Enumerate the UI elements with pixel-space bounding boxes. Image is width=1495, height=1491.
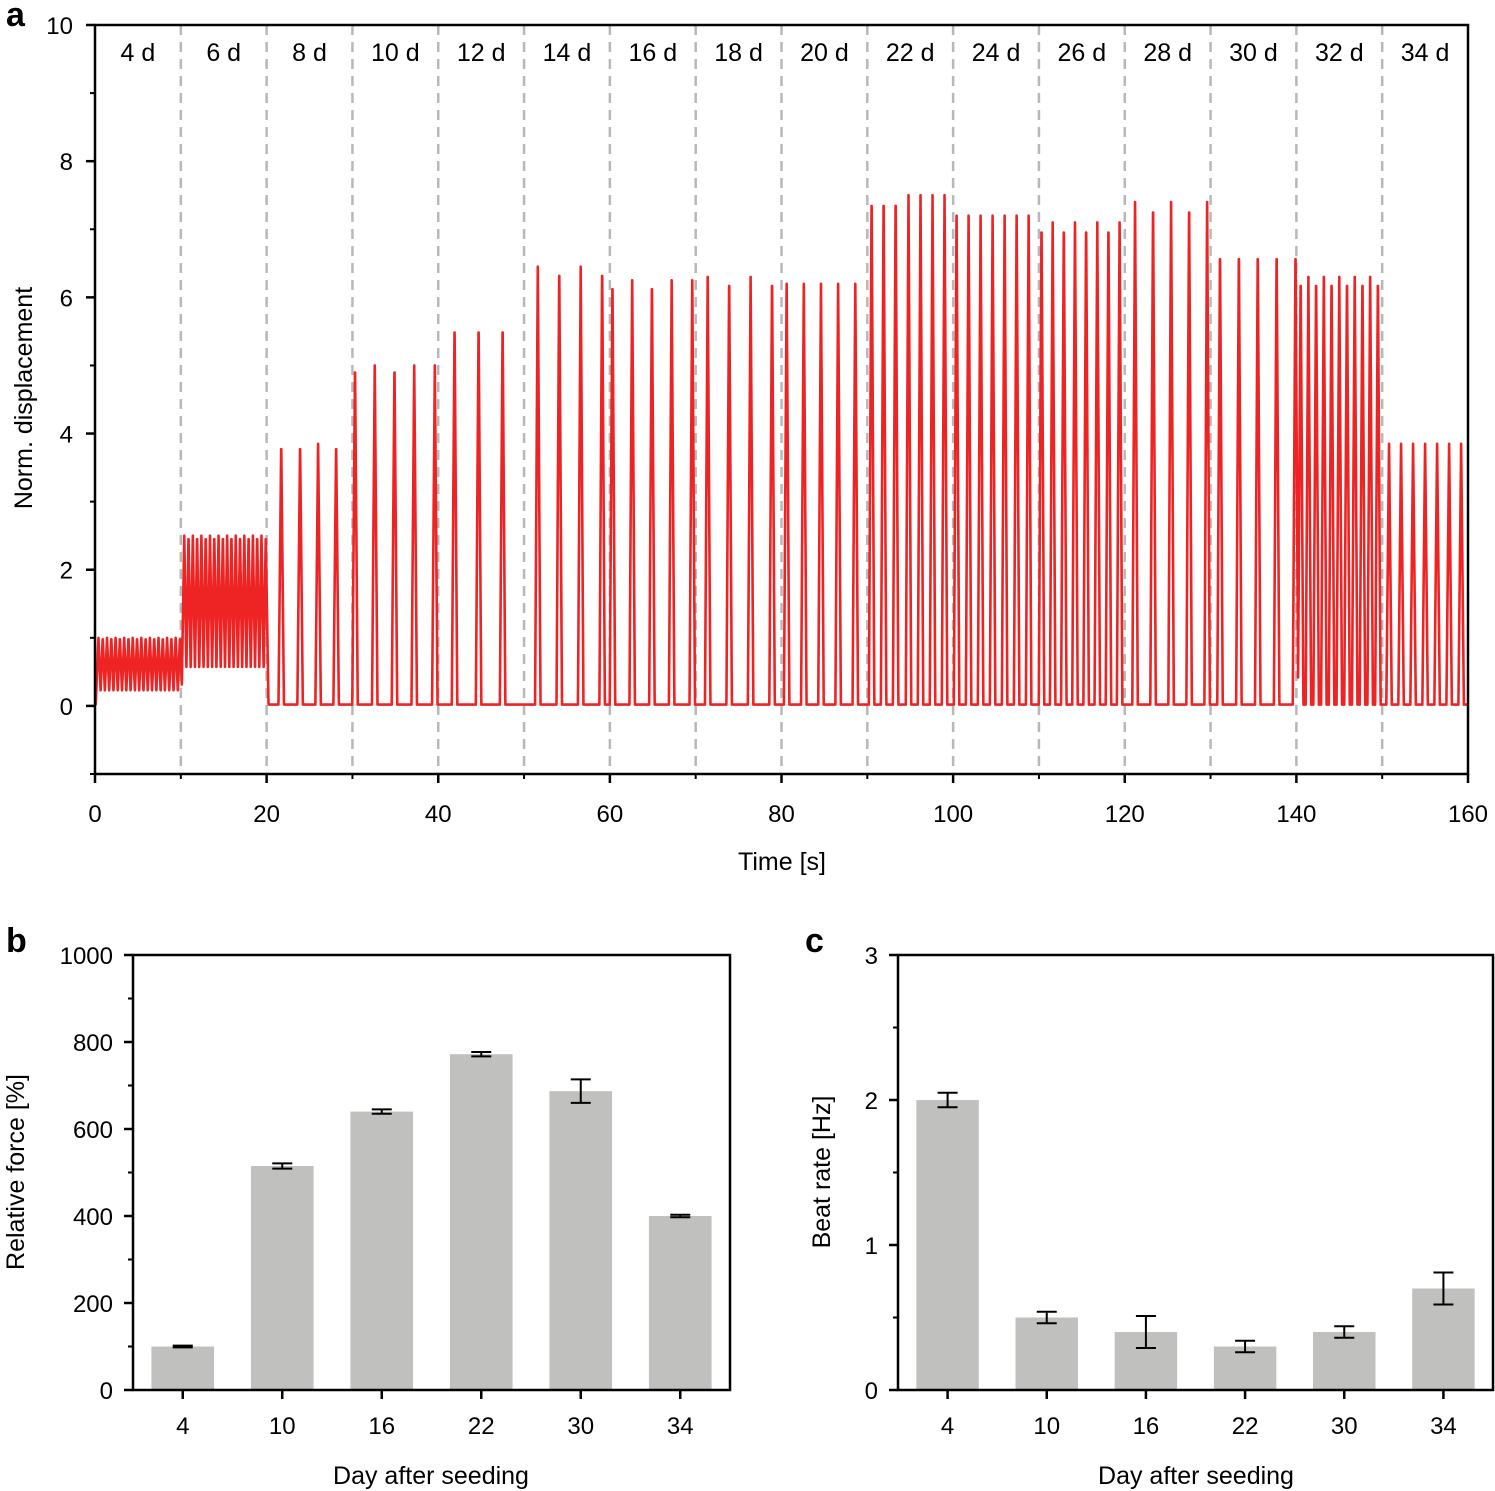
x-tick-label: 160 <box>1448 801 1488 828</box>
day-label: 24 d <box>972 39 1021 67</box>
x-tick-label: 34 <box>667 1413 694 1440</box>
x-tick-label: 120 <box>1105 801 1145 828</box>
x-tick-label: 30 <box>567 1413 594 1440</box>
panel-b-relative-force: 4 10 16 22 30 34 0 200 400 600 800 1000 Day after s… <box>2 943 732 1490</box>
day-label: 6 d <box>206 39 241 67</box>
bar-16 <box>350 1111 414 1390</box>
x-tick-label: 22 <box>468 1413 495 1440</box>
panel-b-axes: 4 10 16 22 30 34 0 200 400 600 800 1000 <box>60 943 732 1440</box>
panel-letter-a: a <box>6 0 26 34</box>
bar-30 <box>549 1091 613 1390</box>
day-label: 30 d <box>1229 39 1278 67</box>
panel-c-beat-rate: 4 10 16 22 30 34 0 1 2 3 Day after seeding Beat r… <box>808 943 1495 1490</box>
y-tick-label: 1000 <box>60 943 113 970</box>
day-label: 14 d <box>543 39 592 67</box>
x-tick-label: 60 <box>597 801 624 828</box>
panel-frame <box>131 953 732 1392</box>
panel-a-x-axis-label: Time [s] <box>738 848 826 876</box>
panel-c-bars <box>916 1091 1475 1390</box>
x-tick-label: 100 <box>933 801 973 828</box>
day-label: 10 d <box>371 39 420 67</box>
y-tick-label: 4 <box>60 422 73 449</box>
day-label: 18 d <box>714 39 763 67</box>
x-tick-label: 40 <box>425 801 452 828</box>
x-tick-label: 10 <box>1033 1413 1060 1440</box>
panel-b-y-axis-label: Relative force [%] <box>2 1074 30 1270</box>
bar-34 <box>648 1216 712 1390</box>
x-tick-label: 34 <box>1430 1413 1457 1440</box>
day-label: 22 d <box>886 39 935 67</box>
panel-c-y-axis-label: Beat rate [Hz] <box>808 1096 836 1249</box>
y-tick-label: 0 <box>60 694 73 721</box>
bar-30 <box>1313 1332 1376 1390</box>
panel-a-y-axis-label: Norm. displacement <box>10 287 38 509</box>
bar-22 <box>1213 1346 1277 1390</box>
y-tick-label: 2 <box>865 1088 878 1115</box>
day-label: 20 d <box>800 39 849 67</box>
y-tick-label: 200 <box>73 1291 113 1318</box>
panel-b-bars <box>151 1051 712 1390</box>
y-tick-label: 3 <box>865 943 878 970</box>
panel-c-axes: 4 10 16 22 30 34 0 1 2 3 <box>865 943 1495 1440</box>
panel-b-x-axis-label: Day after seeding <box>333 1462 529 1490</box>
day-label: 16 d <box>628 39 677 67</box>
x-tick-label: 10 <box>269 1413 296 1440</box>
day-label: 8 d <box>292 39 327 67</box>
y-tick-label: 1 <box>865 1233 878 1260</box>
y-tick-label: 8 <box>60 149 73 176</box>
displacement-trace <box>93 193 1470 706</box>
x-tick-label: 140 <box>1276 801 1316 828</box>
day-label: 12 d <box>457 39 506 67</box>
x-tick-label: 16 <box>368 1413 395 1440</box>
x-tick-label: 30 <box>1331 1413 1358 1440</box>
bar-4 <box>916 1100 979 1390</box>
panel-frame <box>896 953 1495 1392</box>
panel-letter-b: b <box>6 922 27 960</box>
day-label: 26 d <box>1058 39 1107 67</box>
y-tick-label: 2 <box>60 558 73 585</box>
x-tick-label: 16 <box>1133 1413 1160 1440</box>
bar-10 <box>1015 1317 1078 1390</box>
x-tick-label: 80 <box>768 801 795 828</box>
day-label: 28 d <box>1143 39 1192 67</box>
panel-c-x-axis-label: Day after seeding <box>1098 1462 1294 1490</box>
x-tick-label: 4 <box>941 1413 954 1440</box>
y-tick-label: 0 <box>865 1378 878 1405</box>
panel-a-time-trace: 4 d 6 d 8 d 10 d 12 d 14 d 16 d 18 d 20 d 22 d 24 … <box>10 13 1488 876</box>
panel-letter-c: c <box>805 922 824 960</box>
day-dividers <box>179 25 1384 774</box>
bar-4 <box>151 1346 215 1390</box>
panel-a-axes: 0 20 40 60 80 100 120 140 160 0 2 4 6 8 10 <box>46 13 1488 828</box>
day-labels: 4 d 6 d 8 d 10 d 12 d 14 d 16 d 18 d 20 d 22 d 24 … <box>121 39 1450 67</box>
y-tick-label: 600 <box>73 1117 113 1144</box>
day-label: 32 d <box>1315 39 1364 67</box>
y-tick-label: 400 <box>73 1204 113 1231</box>
y-tick-label: 0 <box>100 1378 113 1405</box>
x-tick-label: 20 <box>253 801 280 828</box>
x-tick-label: 22 <box>1232 1413 1259 1440</box>
day-label: 34 d <box>1401 39 1450 67</box>
day-label: 4 d <box>121 39 156 67</box>
x-tick-label: 4 <box>176 1413 189 1440</box>
bar-10 <box>250 1165 314 1390</box>
bar-22 <box>449 1054 513 1390</box>
y-tick-label: 10 <box>46 13 73 40</box>
y-tick-label: 800 <box>73 1030 113 1057</box>
y-tick-label: 6 <box>60 285 73 312</box>
x-tick-label: 0 <box>88 801 101 828</box>
